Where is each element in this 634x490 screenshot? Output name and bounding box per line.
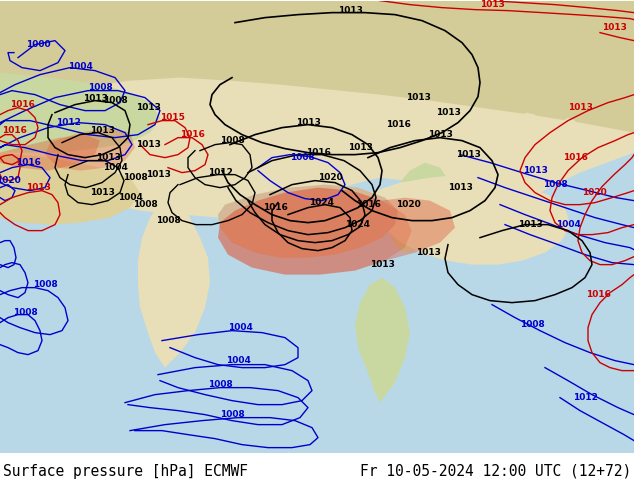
Text: 1016: 1016 <box>586 290 611 299</box>
Text: 1013: 1013 <box>370 260 394 269</box>
Text: 1008: 1008 <box>219 410 244 419</box>
Text: 1016: 1016 <box>16 158 41 167</box>
Polygon shape <box>0 152 140 253</box>
Text: 1008: 1008 <box>155 216 181 225</box>
Text: 1013: 1013 <box>567 103 592 112</box>
Text: 1013: 1013 <box>522 166 547 175</box>
Text: 1013: 1013 <box>136 140 160 149</box>
Text: 1013: 1013 <box>427 130 453 139</box>
Text: 1008: 1008 <box>543 180 567 189</box>
Polygon shape <box>45 127 135 171</box>
Polygon shape <box>516 113 540 152</box>
Polygon shape <box>0 0 634 133</box>
Polygon shape <box>218 188 412 274</box>
Text: 1013: 1013 <box>337 6 363 15</box>
Text: 1013: 1013 <box>415 248 441 257</box>
Polygon shape <box>218 185 398 258</box>
Text: 1013: 1013 <box>347 143 372 152</box>
Text: 1004: 1004 <box>103 163 127 172</box>
Text: 1016: 1016 <box>562 153 588 162</box>
Text: 1004: 1004 <box>555 220 581 229</box>
Text: 1008: 1008 <box>103 96 127 105</box>
Text: 1013: 1013 <box>96 153 120 162</box>
Text: 1013: 1013 <box>517 220 543 229</box>
Text: 1008: 1008 <box>13 308 37 317</box>
Text: 1008: 1008 <box>133 200 157 209</box>
Polygon shape <box>370 174 570 265</box>
Text: 1013: 1013 <box>25 183 51 192</box>
Text: 1013: 1013 <box>82 94 107 103</box>
Text: 1016: 1016 <box>10 100 34 109</box>
Text: 1016: 1016 <box>1 126 27 135</box>
Text: 1012: 1012 <box>207 168 233 177</box>
Text: 1016: 1016 <box>356 200 380 209</box>
Text: 1012: 1012 <box>56 118 81 127</box>
Polygon shape <box>0 0 634 453</box>
Text: 1008: 1008 <box>219 136 244 145</box>
Text: 1016: 1016 <box>179 130 204 139</box>
Text: 1008: 1008 <box>87 83 112 92</box>
Text: 1013: 1013 <box>448 183 472 192</box>
Text: 1020: 1020 <box>396 200 420 209</box>
Text: 1016: 1016 <box>385 120 410 129</box>
Polygon shape <box>138 195 210 368</box>
Text: 1004: 1004 <box>228 323 252 332</box>
Text: 1013: 1013 <box>89 188 115 197</box>
Text: 1008: 1008 <box>207 380 233 389</box>
Text: 1008: 1008 <box>122 173 147 182</box>
Polygon shape <box>0 0 634 218</box>
Text: 1013: 1013 <box>602 23 626 32</box>
Text: 1008: 1008 <box>520 320 545 329</box>
Polygon shape <box>388 163 455 253</box>
Text: 1000: 1000 <box>26 40 50 49</box>
Polygon shape <box>0 73 160 152</box>
Text: 1004: 1004 <box>117 193 143 202</box>
Text: 1013: 1013 <box>406 93 430 102</box>
Text: 1016: 1016 <box>548 0 573 2</box>
Text: 1013: 1013 <box>146 170 171 179</box>
Text: 1013: 1013 <box>295 118 320 127</box>
Text: 1020: 1020 <box>581 188 606 197</box>
Text: 1013: 1013 <box>479 0 505 9</box>
Text: Fr 10-05-2024 12:00 UTC (12+72): Fr 10-05-2024 12:00 UTC (12+72) <box>359 464 631 479</box>
Text: 1024: 1024 <box>346 220 370 229</box>
Polygon shape <box>0 135 100 171</box>
Text: 1013: 1013 <box>89 126 115 135</box>
Polygon shape <box>0 0 634 133</box>
Text: 1016: 1016 <box>306 148 330 157</box>
Text: 1016: 1016 <box>262 203 287 212</box>
Text: 1008: 1008 <box>290 153 314 162</box>
Text: 1008: 1008 <box>32 280 57 289</box>
Text: 1015: 1015 <box>160 113 184 122</box>
Polygon shape <box>555 118 578 152</box>
Text: 1020: 1020 <box>318 173 342 182</box>
Text: 1013: 1013 <box>136 103 160 112</box>
Text: 1004: 1004 <box>68 62 93 71</box>
Text: 1012: 1012 <box>573 393 597 402</box>
Text: 1004: 1004 <box>226 356 250 365</box>
Text: 1024: 1024 <box>309 198 335 207</box>
Polygon shape <box>355 197 455 270</box>
Text: 1013: 1013 <box>456 150 481 159</box>
Polygon shape <box>355 278 410 403</box>
Text: 1020: 1020 <box>0 176 20 185</box>
Text: Surface pressure [hPa] ECMWF: Surface pressure [hPa] ECMWF <box>3 464 248 479</box>
Text: 1013: 1013 <box>436 108 460 117</box>
